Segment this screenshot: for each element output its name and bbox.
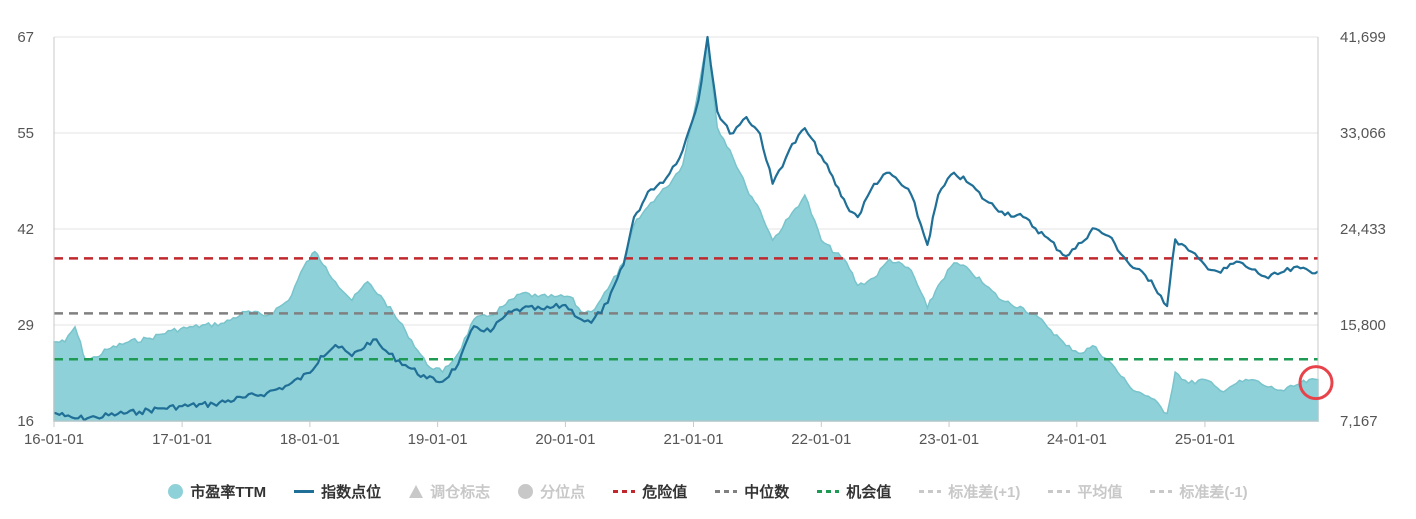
y-left-tick-label: 55 (17, 125, 34, 142)
legend-label: 指数点位 (321, 483, 382, 501)
y-right-tick-label: 24,433 (1340, 221, 1386, 238)
x-tick-label: 19-01-01 (408, 431, 468, 448)
x-tick-label: 22-01-01 (791, 431, 851, 448)
y-right-tick-label: 15,800 (1340, 317, 1386, 334)
legend-item[interactable]: 平均值 (1048, 481, 1122, 502)
legend-label: 标准差(-1) (1179, 483, 1248, 501)
legend-label: 危险值 (642, 483, 688, 501)
legend-label: 机会值 (846, 483, 892, 501)
x-tick-label: 16-01-01 (24, 431, 84, 448)
dash-icon (613, 489, 636, 493)
circle-icon (168, 483, 184, 499)
legend-label: 调仓标志 (430, 483, 491, 501)
y-left-tick-label: 16 (17, 413, 34, 430)
highlight-circle (1298, 365, 1334, 401)
legend-item[interactable]: 指数点位 (294, 481, 381, 502)
legend-label: 标准差(+1) (948, 483, 1021, 501)
legend-item[interactable]: 市盈率TTM (168, 481, 266, 502)
y-left-tick-label: 29 (17, 317, 34, 334)
legend-label: 平均值 (1077, 483, 1123, 501)
y-left-tick-label: 42 (17, 221, 34, 238)
legend-item[interactable]: 标准差(-1) (1150, 481, 1248, 502)
legend-label: 市盈率TTM (190, 483, 267, 501)
y-left-tick-label: 67 (17, 29, 34, 46)
legend-item[interactable]: 分位点 (518, 481, 585, 502)
x-tick-label: 17-01-01 (152, 431, 212, 448)
dash-icon (919, 489, 942, 493)
dash-icon (817, 489, 840, 493)
circle-icon (518, 483, 534, 499)
legend-item[interactable]: 调仓标志 (409, 481, 490, 502)
chart-legend: 市盈率TTM 指数点位 调仓标志 分位点 危险值 中位数 机会值 标准差(+1) 平均值 标准差(… (0, 478, 1416, 504)
y-right-tick-label: 7,167 (1340, 413, 1378, 430)
legend-label: 分位点 (540, 483, 586, 501)
x-tick-label: 24-01-01 (1047, 431, 1107, 448)
legend-item[interactable]: 危险值 (613, 481, 687, 502)
series-pe-ttm-area (53, 36, 1319, 422)
x-tick-label: 20-01-01 (535, 431, 595, 448)
legend-item[interactable]: 中位数 (715, 481, 789, 502)
x-tick-label: 23-01-01 (919, 431, 979, 448)
line-icon (294, 489, 315, 493)
x-tick-label: 18-01-01 (280, 431, 340, 448)
x-tick-label: 21-01-01 (664, 431, 724, 448)
dash-icon (1150, 489, 1173, 493)
dash-icon (715, 489, 738, 493)
legend-item[interactable]: 机会值 (817, 481, 891, 502)
triangle-icon (409, 484, 424, 498)
legend-label: 中位数 (744, 483, 790, 501)
chart-canvas: 16 29 42 55 67 7,167 15,800 24,433 33,066 41,699 1… (17, 29, 1386, 448)
x-tick-label: 25-01-01 (1175, 431, 1235, 448)
y-right-tick-label: 33,066 (1340, 125, 1386, 142)
series-index-line (53, 35, 1319, 422)
y-right-tick-label: 41,699 (1340, 29, 1386, 46)
dash-icon (1048, 489, 1071, 493)
legend-item[interactable]: 标准差(+1) (919, 481, 1020, 502)
